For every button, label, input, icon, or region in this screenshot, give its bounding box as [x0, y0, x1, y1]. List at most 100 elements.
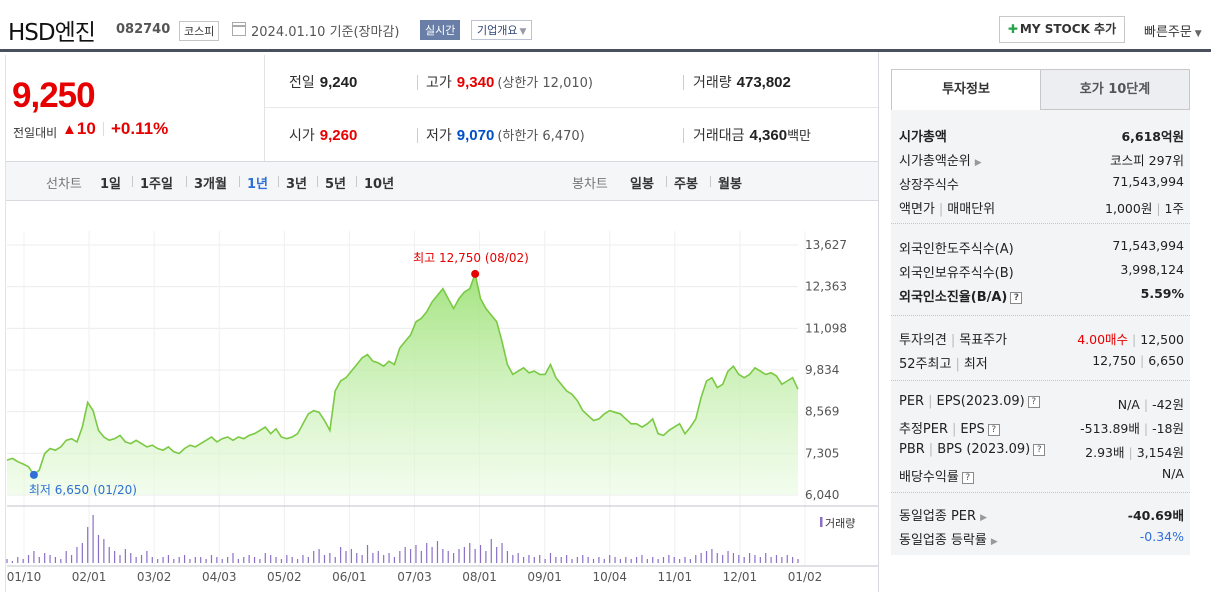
tab-candle-monthly[interactable]: 월봉 [718, 177, 742, 192]
row-opinion-target: 투자의견 | 목표주가 4.00매수 | 12,500 [899, 326, 1184, 348]
volume-bar [496, 547, 498, 563]
tab-invest-info[interactable]: 투자정보 [891, 69, 1041, 110]
volume-bar [420, 551, 422, 563]
caret-down-icon: ▼ [1191, 29, 1202, 39]
volume-bar [146, 551, 148, 563]
volume-bar [528, 555, 530, 563]
volume-bar [635, 557, 638, 563]
volume-bar [49, 555, 51, 563]
line-chart-label: 선차트 [46, 177, 82, 192]
volume-bar [27, 555, 30, 563]
volume-bar [603, 559, 605, 563]
volume-bar [404, 547, 406, 563]
volume-bar [770, 557, 772, 563]
tab-candle-weekly[interactable]: 주봉 [674, 177, 698, 192]
tab-candle-daily[interactable]: 일봉 [630, 177, 654, 192]
row-sector-per[interactable]: 동일업종 PER ▶ -40.69배 [899, 502, 1184, 524]
tab-period-1w[interactable]: 1주일 [140, 177, 173, 192]
value-52w: 12,750 | 6,650 [1092, 353, 1184, 368]
row-per-eps: PER | EPS(2023.09)? N/A | -42원 [899, 391, 1184, 413]
volume-bar [673, 557, 675, 563]
volume-bar [598, 557, 600, 563]
realtime-button[interactable]: 실시간 [420, 20, 461, 40]
tab-period-1y[interactable]: 1년 [247, 177, 269, 192]
volume-bar [70, 555, 73, 563]
y-tick-label: 8,569 [805, 405, 839, 419]
volume-bar [361, 555, 363, 563]
divider: | [938, 202, 944, 217]
row-sector-rate[interactable]: 동일업종 등락률 ▶ -0.34% [899, 526, 1184, 548]
stat-open: 시가 9,260 [289, 125, 357, 145]
volume-bar [323, 555, 326, 563]
x-tick-label: 04/03 [202, 570, 237, 584]
add-mystock-button[interactable]: ✚ MY STOCK 추가 [999, 16, 1125, 43]
label-foreign-hold: 외국인보유주식수(B) [899, 266, 1014, 281]
volume-bar [270, 555, 272, 563]
x-tick-label: 06/01 [332, 570, 367, 584]
y-tick-label: 9,834 [805, 363, 839, 377]
help-icon[interactable]: ? [1033, 444, 1046, 456]
tab-period-10y[interactable]: 10년 [364, 177, 395, 192]
volume-bar [426, 543, 428, 563]
value-per-eps: N/A | -42원 [1118, 394, 1184, 413]
stat-label: 고가 [426, 75, 452, 91]
value-shares: 71,543,994 [1112, 174, 1184, 189]
label-market-cap: 시가총액 [899, 130, 947, 145]
divider: | [1139, 353, 1145, 368]
volume-bar [679, 559, 681, 563]
volume-bar [237, 559, 239, 563]
volume-bar [130, 553, 132, 563]
price-chart[interactable]: 13,627 12,363 11,098 9,834 8,569 7,305 6,040 최… [5, 201, 878, 592]
stat-amount: 거래대금 4,360백만 [693, 125, 811, 145]
chevron-right-icon: ▶ [974, 158, 982, 168]
volume-bar [189, 559, 191, 563]
tab-period-3y[interactable]: 3년 [286, 177, 308, 192]
volume-bar [727, 551, 729, 563]
volume-bar [506, 551, 509, 563]
volume-bar [313, 551, 315, 563]
volume-bar [81, 543, 83, 563]
stat-label: 저가 [426, 128, 452, 144]
row-market-cap-rank[interactable]: 시가총액순위 ▶ 코스피 297위 [899, 147, 1184, 169]
volume-bar [786, 555, 788, 563]
x-tick-label: 10/04 [592, 570, 627, 584]
tab-period-1d[interactable]: 1일 [100, 177, 122, 192]
tab-period-5y[interactable]: 5년 [325, 177, 347, 192]
row-52w: 52주최고 | 최저 12,750 | 6,650 [899, 350, 1184, 372]
volume-bar [296, 559, 299, 563]
company-overview-dropdown[interactable]: 기업개요 ▼ [471, 20, 533, 40]
volume-bar [781, 557, 783, 563]
volume-bar [140, 555, 143, 563]
volume-bar [436, 541, 439, 563]
volume-bar [614, 557, 616, 563]
label-par: 액면가 [899, 202, 935, 217]
stat-low: 저가 9,070 (하한가 6,470) [426, 125, 585, 145]
help-icon[interactable]: ? [987, 424, 1000, 436]
stat-volume: 거래량 473,802 [693, 72, 791, 92]
value-52w-low: 6,650 [1148, 353, 1184, 368]
help-icon[interactable]: ? [1010, 292, 1023, 304]
volume-bar [33, 551, 35, 563]
tab-order-book[interactable]: 호가 10단계 [1040, 69, 1190, 110]
quick-order-button[interactable]: 빠른주문 ▼ [1144, 21, 1202, 40]
volume-bar [162, 557, 164, 563]
x-tick-label: 05/02 [267, 570, 302, 584]
help-icon[interactable]: ? [961, 472, 974, 484]
label-target: 목표주가 [959, 333, 1008, 348]
label-sector-rate: 동일업종 등락률 ▶ [899, 529, 998, 548]
volume-bar [108, 547, 110, 563]
label-eps: EPS(2023.09) [936, 394, 1025, 409]
divider [5, 55, 6, 592]
volume-bar [345, 551, 347, 563]
help-icon[interactable]: ? [1027, 396, 1040, 408]
divider: | [1143, 397, 1149, 412]
volume-bar [291, 557, 293, 563]
volume-bar [566, 555, 568, 563]
row-pbr-bps: PBR | BPS (2023.09)? 2.93배 | 3,154원 [899, 439, 1184, 461]
volume-bar [700, 553, 702, 563]
tab-period-3m[interactable]: 3개월 [194, 177, 227, 192]
stat-value: 9,240 [319, 74, 358, 91]
x-tick-label: 08/01 [462, 570, 497, 584]
divider [265, 107, 879, 108]
stock-code: 082740 [116, 22, 171, 37]
